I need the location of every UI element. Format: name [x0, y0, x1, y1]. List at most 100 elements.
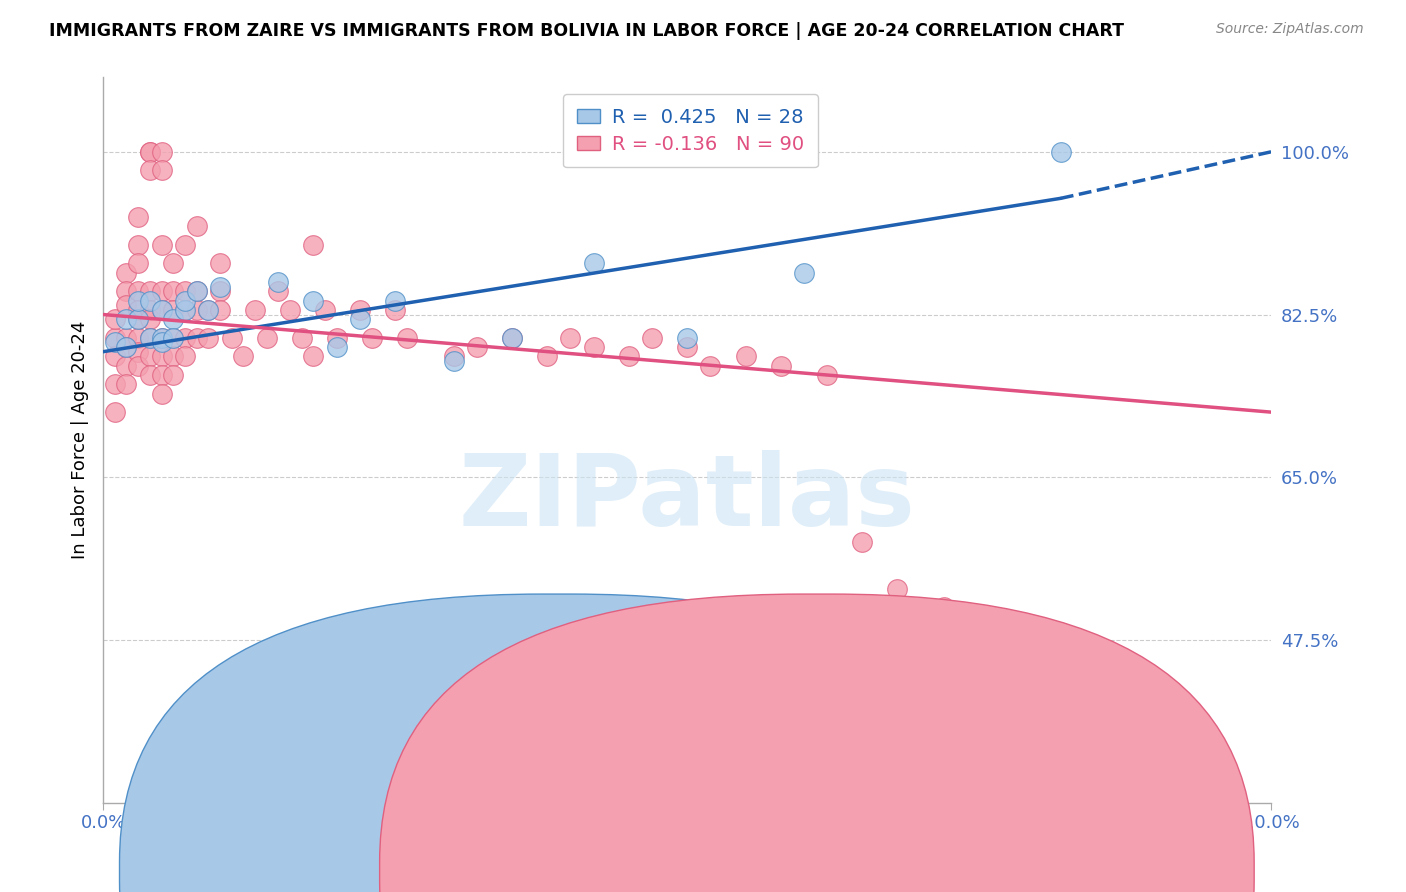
Immigrants from Bolivia	[443, 349, 465, 363]
Immigrants from Bolivia	[186, 302, 208, 317]
Immigrants from Bolivia	[560, 331, 582, 345]
Immigrants from Bolivia	[127, 256, 149, 270]
Immigrants from Zaire	[349, 312, 371, 326]
Immigrants from Bolivia	[360, 331, 382, 345]
Immigrants from Zaire	[208, 279, 231, 293]
Immigrants from Bolivia	[173, 237, 195, 252]
Immigrants from Bolivia	[186, 219, 208, 234]
Immigrants from Bolivia	[115, 298, 138, 312]
Immigrants from Bolivia	[197, 302, 219, 317]
Immigrants from Bolivia	[536, 349, 558, 363]
Text: ZIPatlas: ZIPatlas	[458, 450, 915, 547]
Immigrants from Bolivia	[127, 285, 149, 299]
Immigrants from Bolivia	[221, 331, 243, 345]
Immigrants from Bolivia	[127, 359, 149, 373]
Immigrants from Bolivia	[139, 331, 162, 345]
Immigrants from Zaire	[162, 331, 184, 345]
Immigrants from Bolivia	[127, 210, 149, 224]
Immigrants from Zaire	[150, 302, 173, 317]
Immigrants from Bolivia	[104, 349, 127, 363]
Immigrants from Bolivia	[150, 331, 173, 345]
Immigrants from Bolivia	[232, 349, 254, 363]
Immigrants from Bolivia	[349, 302, 371, 317]
Immigrants from Zaire	[162, 312, 184, 326]
Legend: R =  0.425   N = 28, R = -0.136   N = 90: R = 0.425 N = 28, R = -0.136 N = 90	[564, 95, 817, 168]
Immigrants from Bolivia	[115, 377, 138, 392]
Immigrants from Bolivia	[173, 285, 195, 299]
Immigrants from Zaire	[127, 312, 149, 326]
Immigrants from Bolivia	[932, 600, 955, 615]
Immigrants from Bolivia	[208, 256, 231, 270]
Immigrants from Bolivia	[302, 237, 325, 252]
Immigrants from Zaire	[139, 331, 162, 345]
Immigrants from Bolivia	[127, 302, 149, 317]
Immigrants from Zaire	[186, 285, 208, 299]
Text: Immigrants from Zaire: Immigrants from Zaire	[605, 858, 801, 876]
Immigrants from Bolivia	[699, 359, 721, 373]
Y-axis label: In Labor Force | Age 20-24: In Labor Force | Age 20-24	[72, 321, 89, 559]
Immigrants from Bolivia	[278, 302, 301, 317]
Immigrants from Zaire	[115, 312, 138, 326]
Immigrants from Zaire	[676, 331, 699, 345]
Immigrants from Bolivia	[501, 331, 523, 345]
Immigrants from Bolivia	[617, 349, 640, 363]
Immigrants from Zaire	[104, 335, 127, 350]
Immigrants from Bolivia	[395, 331, 418, 345]
Immigrants from Zaire	[173, 293, 195, 308]
Immigrants from Bolivia	[325, 331, 347, 345]
Immigrants from Bolivia	[851, 535, 873, 549]
Immigrants from Bolivia	[150, 285, 173, 299]
Immigrants from Bolivia	[267, 285, 290, 299]
Immigrants from Bolivia	[162, 331, 184, 345]
Immigrants from Bolivia	[115, 340, 138, 354]
Immigrants from Bolivia	[465, 340, 488, 354]
Immigrants from Bolivia	[115, 331, 138, 345]
Immigrants from Bolivia	[115, 285, 138, 299]
Immigrants from Bolivia	[967, 628, 990, 642]
Immigrants from Bolivia	[384, 302, 406, 317]
Immigrants from Bolivia	[582, 340, 605, 354]
Immigrants from Bolivia	[197, 331, 219, 345]
Text: Immigrants from Bolivia: Immigrants from Bolivia	[851, 858, 1062, 876]
Immigrants from Bolivia	[162, 368, 184, 382]
Immigrants from Bolivia	[173, 331, 195, 345]
Immigrants from Zaire	[443, 354, 465, 368]
Immigrants from Zaire	[793, 266, 815, 280]
Text: Source: ZipAtlas.com: Source: ZipAtlas.com	[1216, 22, 1364, 37]
Immigrants from Bolivia	[162, 285, 184, 299]
Immigrants from Bolivia	[115, 359, 138, 373]
Immigrants from Bolivia	[139, 145, 162, 159]
Immigrants from Bolivia	[139, 285, 162, 299]
Immigrants from Zaire	[127, 293, 149, 308]
Immigrants from Bolivia	[162, 349, 184, 363]
Immigrants from Bolivia	[150, 349, 173, 363]
Immigrants from Zaire	[150, 331, 173, 345]
Immigrants from Bolivia	[104, 312, 127, 326]
Immigrants from Bolivia	[139, 302, 162, 317]
Immigrants from Bolivia	[104, 331, 127, 345]
Immigrants from Bolivia	[150, 368, 173, 382]
Immigrants from Bolivia	[139, 145, 162, 159]
Immigrants from Bolivia	[150, 237, 173, 252]
Immigrants from Zaire	[150, 335, 173, 350]
Immigrants from Bolivia	[150, 163, 173, 178]
Text: IMMIGRANTS FROM ZAIRE VS IMMIGRANTS FROM BOLIVIA IN LABOR FORCE | AGE 20-24 CORR: IMMIGRANTS FROM ZAIRE VS IMMIGRANTS FROM…	[49, 22, 1125, 40]
Immigrants from Zaire	[582, 256, 605, 270]
Immigrants from Zaire	[173, 302, 195, 317]
Immigrants from Bolivia	[162, 302, 184, 317]
Immigrants from Bolivia	[104, 405, 127, 419]
Immigrants from Bolivia	[641, 331, 664, 345]
Immigrants from Bolivia	[886, 582, 908, 596]
Immigrants from Bolivia	[150, 302, 173, 317]
Immigrants from Zaire	[302, 293, 325, 308]
Immigrants from Bolivia	[256, 331, 278, 345]
Immigrants from Bolivia	[150, 145, 173, 159]
Immigrants from Bolivia	[208, 302, 231, 317]
Immigrants from Bolivia	[139, 163, 162, 178]
Immigrants from Bolivia	[173, 302, 195, 317]
Immigrants from Bolivia	[208, 285, 231, 299]
Immigrants from Bolivia	[139, 368, 162, 382]
Immigrants from Bolivia	[127, 344, 149, 359]
Immigrants from Bolivia	[173, 349, 195, 363]
Immigrants from Zaire	[139, 293, 162, 308]
